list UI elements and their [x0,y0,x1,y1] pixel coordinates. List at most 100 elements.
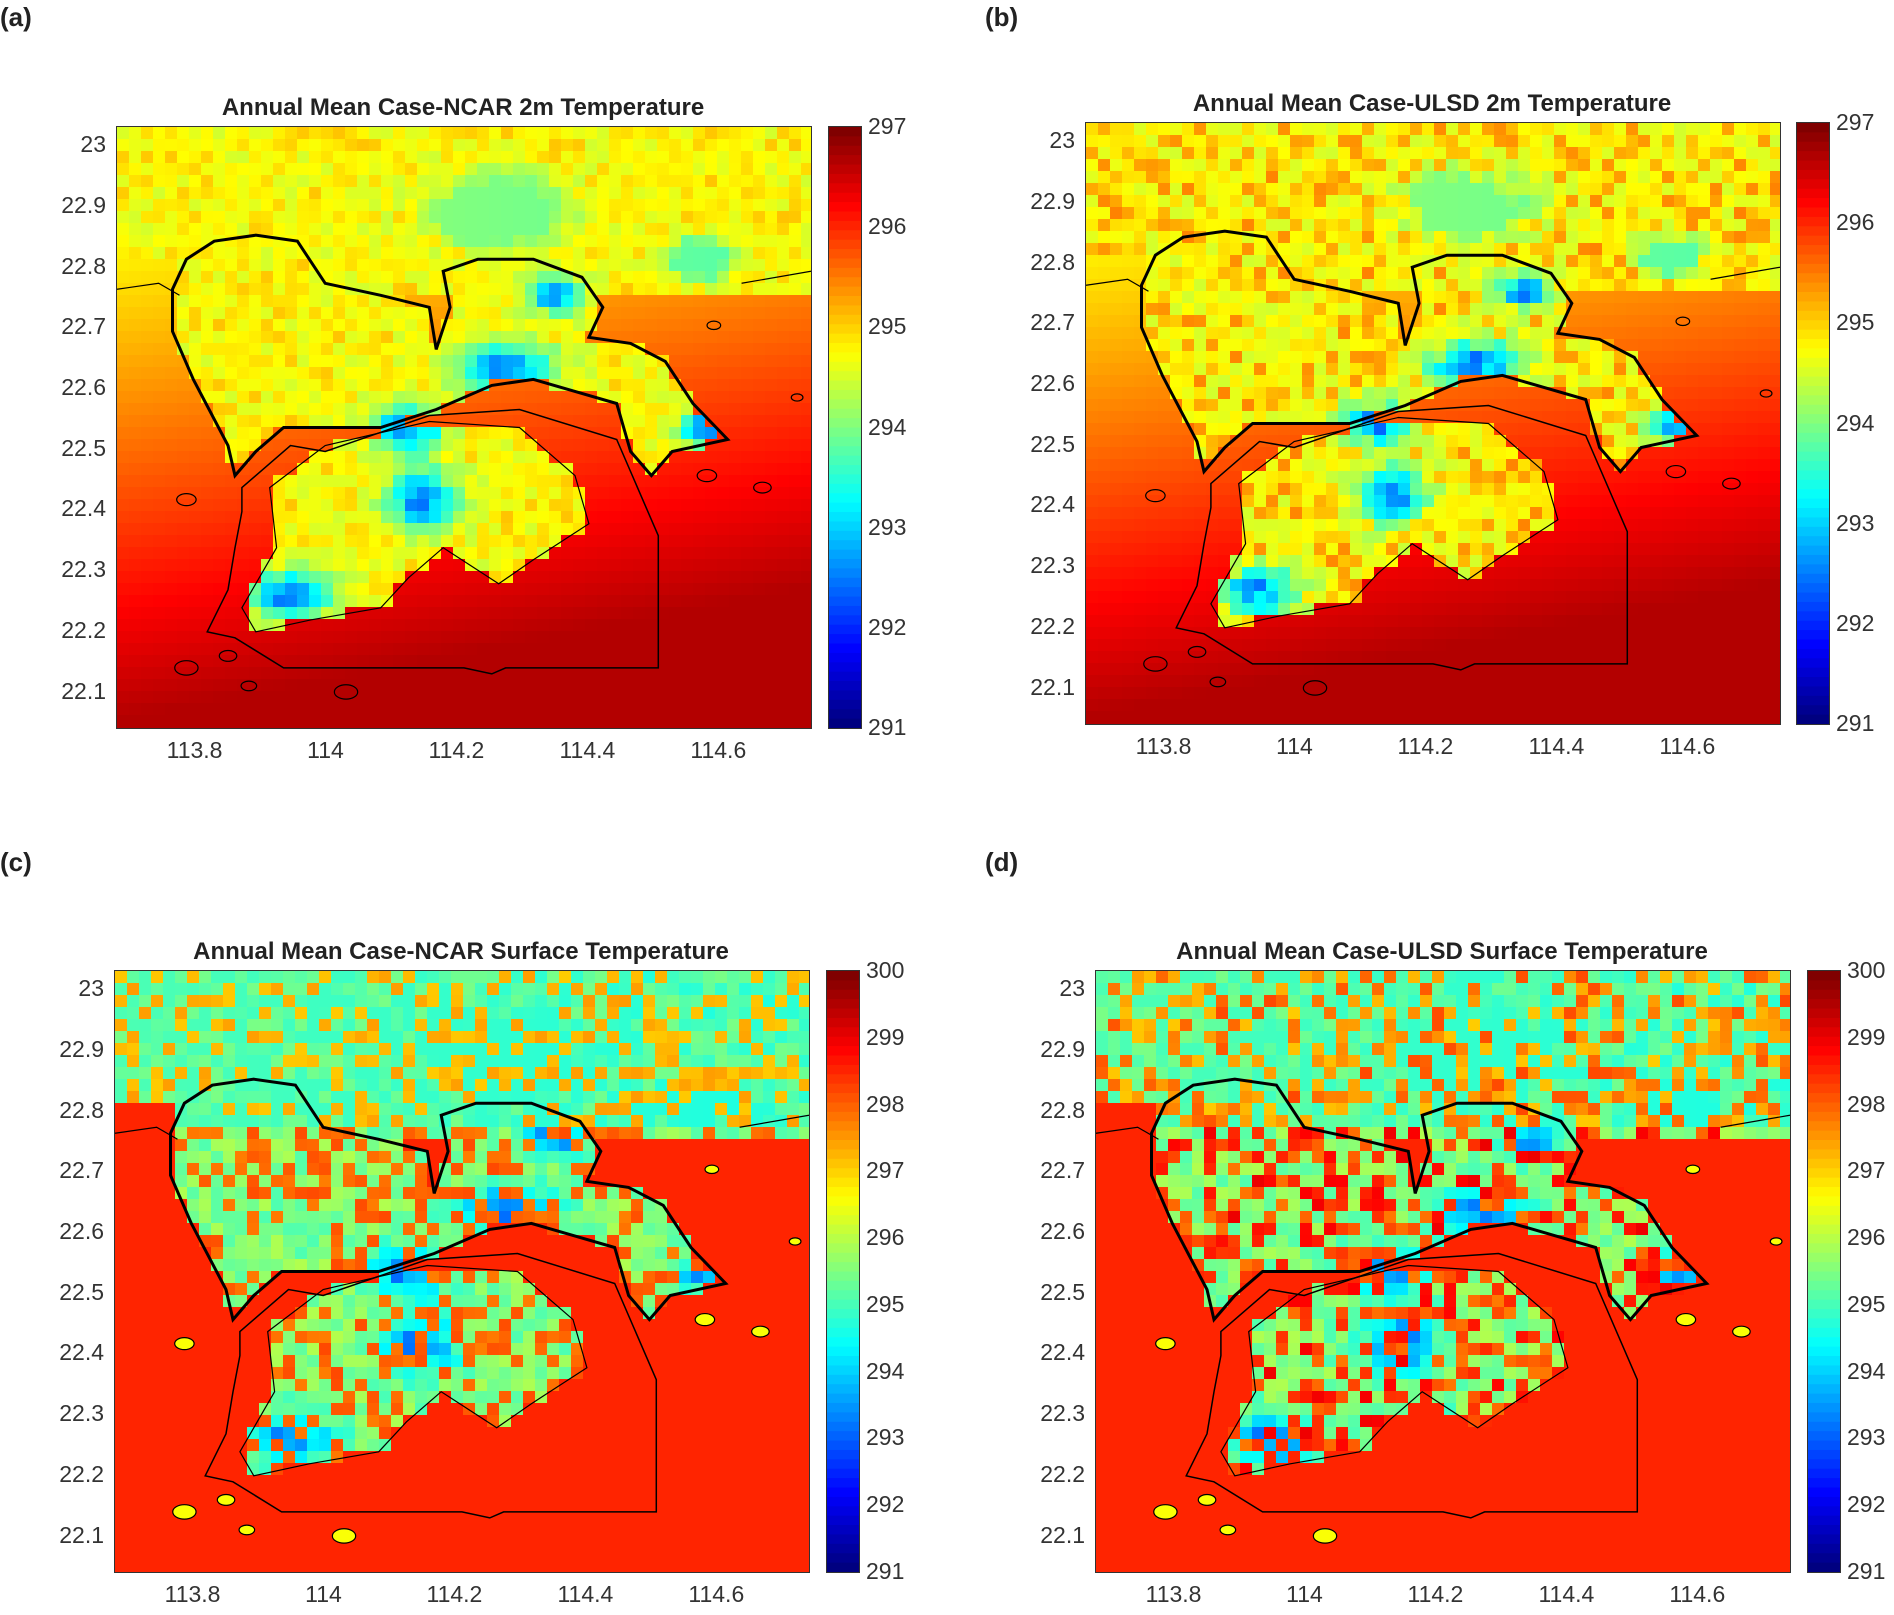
heatmap-cell [393,223,406,236]
heatmap-cell [1542,279,1555,292]
heatmap-cell [1518,423,1531,436]
heatmap-cell [525,211,538,224]
heatmap-cell [1326,435,1339,448]
heatmap-cell [1158,183,1171,196]
heatmap-cell [1386,195,1399,208]
heatmap-cell [237,319,250,332]
heatmap-cell [369,691,382,704]
heatmap-cell [801,355,811,368]
heatmap-cell [801,655,811,668]
heatmap-cell [1506,447,1519,460]
heatmap-cell [1650,231,1663,244]
heatmap-cell [1278,459,1291,472]
heatmap-cell [153,235,166,248]
heatmap-cell [129,391,142,404]
heatmap-cell [1578,231,1591,244]
heatmap-cell [441,583,454,596]
heatmap-cell [1314,291,1327,304]
heatmap-cell [1494,231,1507,244]
heatmap-cell [1638,303,1651,316]
heatmap-cell [693,367,706,380]
heatmap-cell [1110,399,1123,412]
heatmap-cell [1326,255,1339,268]
heatmap-cell [1362,231,1375,244]
heatmap-cell [609,271,622,284]
heatmap-cell [537,235,550,248]
heatmap-cell [645,631,658,644]
island-outline [218,649,238,662]
heatmap-cell [465,247,478,260]
heatmap-cell [1698,219,1711,232]
heatmap-cell [561,151,574,164]
colorbar-segment [829,296,861,306]
heatmap-cell [1290,459,1303,472]
heatmap-cell [1350,159,1363,172]
heatmap-cell [273,631,286,644]
heatmap-cell [117,643,130,656]
heatmap-cell [189,403,202,416]
heatmap-cell [693,355,706,368]
heatmap-cell [573,715,586,728]
colorbar-segment [829,127,861,137]
heatmap-cell [621,235,634,248]
heatmap-cell [1422,423,1435,436]
heatmap-cell [621,295,634,308]
heatmap-cell [1302,207,1315,220]
heatmap-cell [225,559,238,572]
heatmap-cell [525,631,538,644]
heatmap-cell [1098,339,1111,352]
heatmap-cell [513,415,526,428]
heatmap-cell [597,367,610,380]
heatmap-cell [297,211,310,224]
heatmap-cell [573,595,586,608]
heatmap-cell [525,295,538,308]
heatmap-cell [321,643,334,656]
heatmap-cell [1350,123,1363,136]
heatmap-cell [585,367,598,380]
heatmap-cell [1086,291,1099,304]
heatmap-cell [141,439,154,452]
heatmap-cell [237,187,250,200]
heatmap-cell [597,679,610,692]
heatmap-cell [645,583,658,596]
heatmap-cell [537,727,550,728]
heatmap-cell [405,535,418,548]
heatmap-cell [1470,219,1483,232]
heatmap-cell [1182,495,1195,508]
heatmap-cell [1134,267,1147,280]
heatmap-cell [1506,231,1519,244]
heatmap-cell [177,715,190,728]
heatmap-cell [261,391,274,404]
heatmap-cell [1446,147,1459,160]
heatmap-cell [1350,507,1363,520]
heatmap-cell [405,595,418,608]
heatmap-cell [741,655,754,668]
heatmap-cell [369,655,382,668]
heatmap-cell [753,535,766,548]
heatmap-cell [1314,375,1327,388]
heatmap-cell [1710,339,1723,352]
heatmap-cell [273,319,286,332]
heatmap-cell [1218,183,1231,196]
heatmap-cell [273,307,286,320]
heatmap-cell [345,643,358,656]
colorbar-segment [829,220,861,231]
heatmap-cell [717,343,730,356]
heatmap-cell [1290,255,1303,268]
heatmap-cell [1446,219,1459,232]
heatmap-cell [1362,279,1375,292]
heatmap-cell [189,475,202,488]
colorbar-segment [829,624,861,635]
heatmap-cell [1482,483,1495,496]
heatmap-cell [1350,387,1363,400]
heatmap-cell [393,151,406,164]
heatmap-cell [693,475,706,488]
heatmap-cell [237,691,250,704]
heatmap-cell [225,415,238,428]
heatmap-cell [309,451,322,464]
heatmap-cell [1350,447,1363,460]
heatmap-cell [393,643,406,656]
heatmap-cell [177,331,190,344]
heatmap-cell [1326,195,1339,208]
heatmap-cell [1158,459,1171,472]
